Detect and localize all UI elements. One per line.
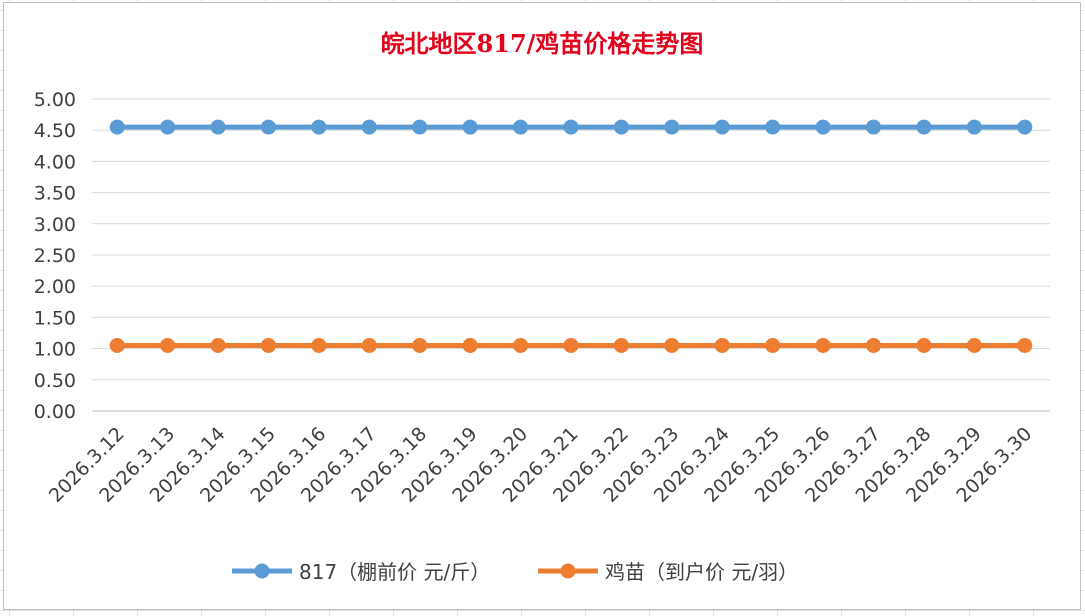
data-point <box>109 337 125 353</box>
data-point <box>765 119 781 135</box>
y-axis: 0.00 0.50 1.00 1.50 2.00 2.50 3.00 3.50 4.00 4.50… <box>34 89 76 423</box>
data-point <box>513 337 529 353</box>
data-point <box>311 337 327 353</box>
y-tick-label: 4.50 <box>34 120 76 142</box>
data-point <box>563 119 579 135</box>
chart-frame <box>3 2 1081 610</box>
data-point <box>109 119 125 135</box>
y-tick-label: 1.00 <box>34 339 76 361</box>
data-point <box>563 337 579 353</box>
data-point <box>613 337 629 353</box>
data-point <box>966 119 982 135</box>
y-tick-label: 4.00 <box>34 151 76 173</box>
data-point <box>866 119 882 135</box>
data-point <box>1017 337 1033 353</box>
data-point <box>664 337 680 353</box>
data-point <box>210 119 226 135</box>
data-point <box>260 337 276 353</box>
y-tick-label: 0.50 <box>34 370 76 392</box>
data-point <box>916 119 932 135</box>
gridlines <box>92 98 1050 412</box>
data-point <box>462 337 478 353</box>
legend-marker <box>560 563 576 579</box>
series-group <box>109 119 1033 353</box>
y-tick-label: 3.50 <box>34 183 76 205</box>
x-axis: 2026.3.122026.3.132026.3.142026.3.152026… <box>45 423 1037 507</box>
legend-label: 817（棚前价 元/斤） <box>299 560 490 584</box>
data-point <box>361 119 377 135</box>
y-tick-label: 2.00 <box>34 276 76 298</box>
legend-marker <box>254 563 270 579</box>
data-point <box>361 337 377 353</box>
legend-label: 鸡苗（到户价 元/羽） <box>605 560 798 584</box>
y-tick-label: 2.50 <box>34 245 76 267</box>
y-tick-label: 5.00 <box>34 89 76 111</box>
legend: 817（棚前价 元/斤） 鸡苗（到户价 元/羽） <box>232 560 798 584</box>
data-point <box>664 119 680 135</box>
data-point <box>210 337 226 353</box>
data-point <box>311 119 327 135</box>
data-point <box>866 337 882 353</box>
data-point <box>462 119 478 135</box>
data-point <box>815 119 831 135</box>
data-point <box>260 119 276 135</box>
y-tick-label: 0.00 <box>34 401 76 423</box>
data-point <box>916 337 932 353</box>
data-point <box>765 337 781 353</box>
chart-title: 皖北地区817/鸡苗价格走势图 <box>381 29 704 58</box>
data-point <box>613 119 629 135</box>
data-point <box>513 119 529 135</box>
y-tick-label: 3.00 <box>34 214 76 236</box>
data-point <box>714 337 730 353</box>
data-point <box>815 337 831 353</box>
data-point <box>160 337 176 353</box>
data-point <box>412 337 428 353</box>
data-point <box>966 337 982 353</box>
data-point <box>160 119 176 135</box>
data-point <box>412 119 428 135</box>
y-tick-label: 1.50 <box>34 307 76 329</box>
data-point <box>714 119 730 135</box>
data-point <box>1017 119 1033 135</box>
